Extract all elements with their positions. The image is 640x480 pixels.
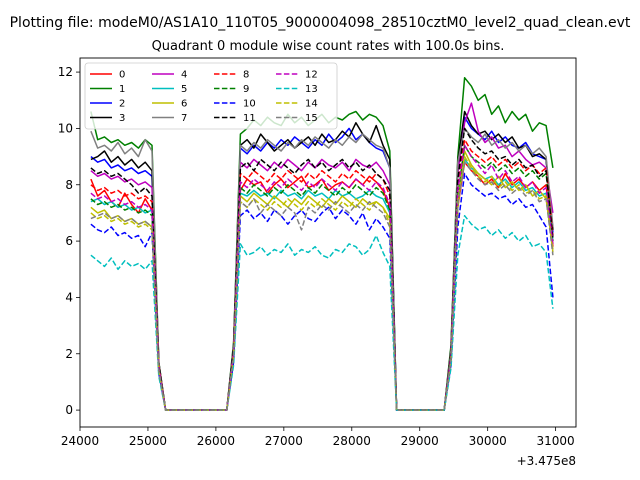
legend-label-8: 8 <box>243 70 249 81</box>
series-layer <box>90 76 554 411</box>
x-tick-label: 24000 <box>61 434 99 448</box>
legend-label-15: 15 <box>305 113 318 124</box>
series-line-12 <box>90 144 554 411</box>
x-tick-label: 30000 <box>469 434 507 448</box>
x-tick-label: 25000 <box>129 434 167 448</box>
y-tick-label: 8 <box>65 178 73 192</box>
y-axis: 0 2 4 6 8 10 12 <box>58 65 80 417</box>
y-tick-label: 0 <box>65 403 73 417</box>
x-tick-label: 29000 <box>401 434 439 448</box>
x-tick-label: 27000 <box>265 434 303 448</box>
x-offset-label: +3.475e8 <box>517 454 576 468</box>
legend-label-5: 5 <box>181 84 187 95</box>
legend-label-10: 10 <box>243 99 256 110</box>
y-tick-label: 2 <box>65 347 73 361</box>
legend-label-11: 11 <box>243 113 256 124</box>
legend-label-14: 14 <box>305 99 318 110</box>
chart-title: Quadrant 0 module wise count rates with … <box>152 39 505 54</box>
plot-frame <box>79 57 577 428</box>
legend-label-1: 1 <box>119 84 125 95</box>
legend-label-7: 7 <box>181 113 187 124</box>
legend-label-12: 12 <box>305 70 318 81</box>
y-tick-label: 10 <box>58 121 73 135</box>
legend-label-3: 3 <box>119 113 125 124</box>
x-tick-label: 26000 <box>197 434 235 448</box>
y-tick-label: 12 <box>58 65 73 79</box>
y-tick-label: 6 <box>65 234 73 248</box>
legend-label-9: 9 <box>243 84 249 95</box>
x-tick-label: 31000 <box>537 434 575 448</box>
legend-label-13: 13 <box>305 84 318 95</box>
x-tick-label: 28000 <box>333 434 371 448</box>
y-tick-label: 4 <box>65 290 73 304</box>
series-line-15 <box>90 161 554 411</box>
figure-suptitle: Plotting file: modeM0/AS1A10_110T05_9000… <box>10 15 631 31</box>
legend-box <box>84 62 338 130</box>
legend-label-0: 0 <box>119 70 125 81</box>
legend-label-4: 4 <box>181 70 187 81</box>
legend-label-2: 2 <box>119 99 125 110</box>
legend-label-6: 6 <box>181 99 187 110</box>
x-axis: 24000 25000 26000 27000 28000 29000 30000 31000 <box>61 427 575 448</box>
